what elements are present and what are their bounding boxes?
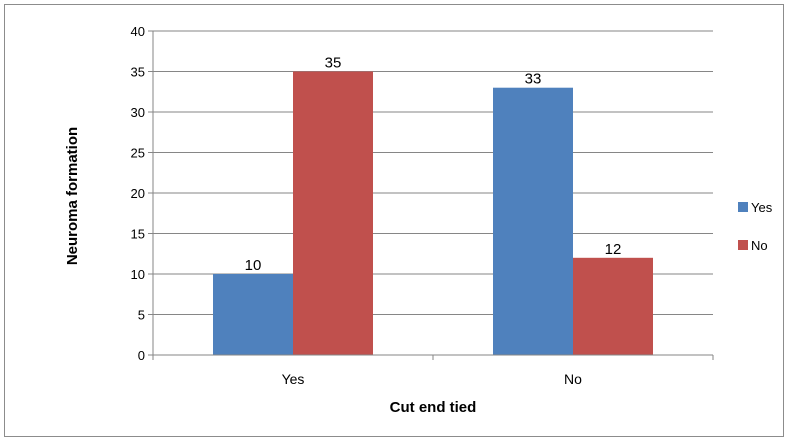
y-tick-label: 40 bbox=[131, 24, 145, 39]
y-tick-label: 20 bbox=[131, 186, 145, 201]
data-label: 33 bbox=[525, 71, 542, 88]
bars bbox=[213, 71, 653, 355]
data-labels: 10 35 33 12 bbox=[245, 55, 622, 275]
legend-swatch-yes bbox=[738, 202, 748, 212]
x-tick-label: No bbox=[564, 371, 582, 387]
y-axis-title: Neuroma formation bbox=[64, 127, 81, 265]
bar-no-yes bbox=[293, 71, 373, 355]
bar-yes-no bbox=[493, 87, 573, 355]
bar-no-no bbox=[573, 257, 653, 355]
x-tick-labels: Yes No bbox=[152, 355, 714, 387]
legend-label: Yes bbox=[751, 200, 773, 215]
bar-chart: 0 5 10 15 20 25 30 35 40 10 35 33 12 Yes No Neuroma … bbox=[64, 24, 773, 416]
legend-label: No bbox=[751, 238, 768, 253]
data-label: 10 bbox=[245, 257, 262, 274]
data-label: 12 bbox=[605, 241, 622, 258]
chart-frame: 0 5 10 15 20 25 30 35 40 10 35 33 12 Yes No Neuroma … bbox=[4, 4, 784, 437]
y-tick-label: 10 bbox=[131, 267, 145, 282]
data-label: 35 bbox=[325, 55, 342, 72]
y-tick-label: 15 bbox=[131, 227, 145, 242]
y-tick-label: 25 bbox=[131, 146, 145, 161]
bar-yes-yes bbox=[213, 274, 293, 355]
x-axis-title: Cut end tied bbox=[390, 399, 477, 416]
legend: Yes No bbox=[738, 200, 773, 253]
y-tick-label: 30 bbox=[131, 105, 145, 120]
y-tick-label: 35 bbox=[131, 65, 145, 80]
y-tick-label: 5 bbox=[138, 308, 145, 323]
y-tick-label: 0 bbox=[138, 348, 145, 363]
legend-swatch-no bbox=[738, 240, 748, 250]
x-tick-label: Yes bbox=[282, 371, 305, 387]
y-tick-labels: 0 5 10 15 20 25 30 35 40 bbox=[131, 24, 145, 363]
